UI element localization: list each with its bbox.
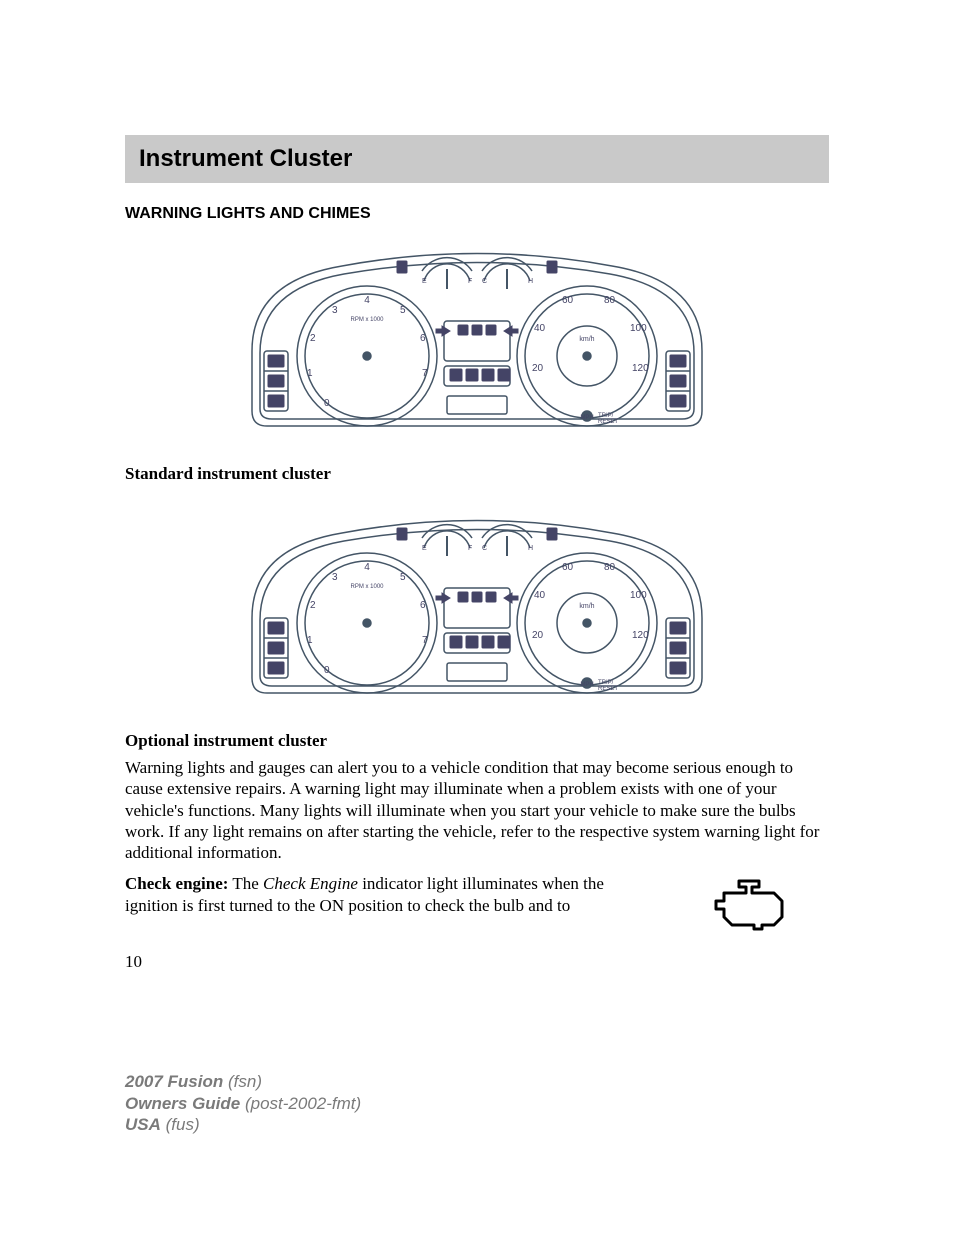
svg-text:60: 60 — [562, 295, 574, 306]
svg-text:H: H — [528, 545, 533, 552]
footer-region-code: (fus) — [161, 1115, 200, 1134]
svg-text:20: 20 — [532, 630, 544, 641]
svg-text:0: 0 — [324, 665, 330, 676]
svg-text:RESET: RESET — [598, 686, 618, 692]
svg-text:6: 6 — [420, 333, 426, 344]
footer-model-code: (fsn) — [223, 1072, 262, 1091]
svg-text:5: 5 — [400, 572, 406, 583]
svg-text:F: F — [468, 278, 472, 285]
optional-cluster-figure: 01 23 45 67 RPM x 1000 2040 6080 100120 … — [125, 508, 829, 713]
svg-text:4: 4 — [364, 562, 370, 573]
footer-guide: Owners Guide — [125, 1094, 240, 1113]
svg-text:RPM x 1000: RPM x 1000 — [350, 317, 384, 323]
svg-text:RPM x 1000: RPM x 1000 — [350, 584, 384, 590]
svg-text:MPH: MPH — [580, 682, 593, 688]
footer-guide-fmt: (post-2002-fmt) — [240, 1094, 361, 1113]
standard-cluster-svg: 0 1 2 3 4 5 6 7 RPM x 1000 20 40 60 80 1… — [232, 241, 722, 441]
svg-text:100: 100 — [630, 323, 647, 334]
svg-text:km/h: km/h — [579, 603, 594, 610]
svg-text:100: 100 — [630, 590, 647, 601]
svg-text:40: 40 — [534, 323, 546, 334]
svg-text:3: 3 — [332, 572, 338, 583]
svg-text:km/h: km/h — [579, 336, 594, 343]
check-engine-italic: Check Engine — [263, 874, 358, 893]
svg-text:E: E — [422, 545, 427, 552]
svg-text:40: 40 — [534, 590, 546, 601]
svg-text:80: 80 — [604, 562, 616, 573]
standard-cluster-figure: 0 1 2 3 4 5 6 7 RPM x 1000 20 40 60 80 1… — [125, 241, 829, 446]
svg-text:F: F — [468, 545, 472, 552]
svg-text:60: 60 — [562, 562, 574, 573]
warning-paragraph: Warning lights and gauges can alert you … — [125, 757, 829, 863]
svg-text:MPH: MPH — [580, 415, 593, 421]
check-engine-lead: Check engine: — [125, 874, 228, 893]
footer-model: 2007 Fusion — [125, 1072, 223, 1091]
standard-cluster-label: Standard instrument cluster — [125, 464, 829, 484]
svg-text:7: 7 — [422, 635, 428, 646]
check-engine-paragraph: Check engine: The Check Engine indicator… — [125, 873, 639, 916]
svg-text:0: 0 — [324, 398, 330, 409]
svg-text:C: C — [482, 278, 487, 285]
section-title: Instrument Cluster — [139, 145, 815, 173]
svg-text:120: 120 — [632, 363, 649, 374]
svg-text:4: 4 — [364, 295, 370, 306]
svg-text:C: C — [482, 545, 487, 552]
svg-text:E: E — [422, 278, 427, 285]
optional-cluster-svg: 01 23 45 67 RPM x 1000 2040 6080 100120 … — [232, 508, 722, 708]
svg-text:2: 2 — [310, 333, 316, 344]
footer-region: USA — [125, 1115, 161, 1134]
svg-text:7: 7 — [422, 368, 428, 379]
svg-text:80: 80 — [604, 295, 616, 306]
svg-text:120: 120 — [632, 630, 649, 641]
subsection-heading: WARNING LIGHTS AND CHIMES — [125, 205, 829, 223]
svg-text:6: 6 — [420, 600, 426, 611]
svg-text:RESET: RESET — [598, 419, 618, 425]
footer-block: 2007 Fusion (fsn) Owners Guide (post-200… — [125, 1071, 361, 1135]
check-engine-icon — [669, 873, 829, 938]
svg-text:3: 3 — [332, 305, 338, 316]
svg-text:H: H — [528, 278, 533, 285]
svg-text:20: 20 — [532, 363, 544, 374]
page-number: 10 — [125, 952, 829, 972]
svg-text:5: 5 — [400, 305, 406, 316]
svg-text:1: 1 — [307, 368, 313, 379]
svg-text:1: 1 — [307, 635, 313, 646]
section-header-band: Instrument Cluster — [125, 135, 829, 183]
svg-text:2: 2 — [310, 600, 316, 611]
optional-cluster-label: Optional instrument cluster — [125, 731, 829, 751]
